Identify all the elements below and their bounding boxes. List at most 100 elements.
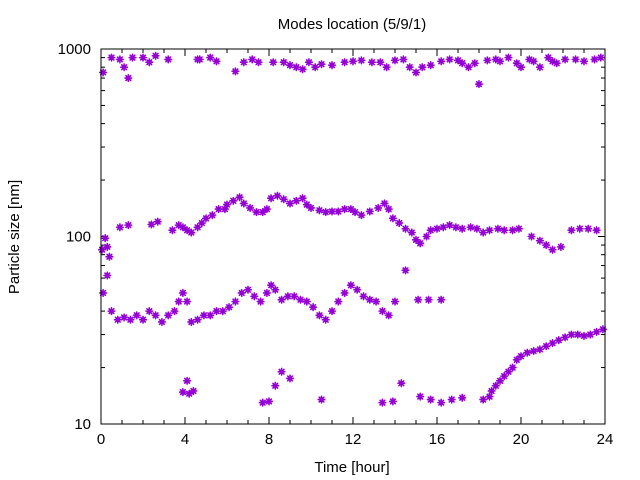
data-point: [113, 315, 122, 324]
data-point: [554, 336, 563, 345]
data-point: [340, 205, 349, 214]
y-tick-label: 100: [66, 229, 91, 246]
data-point: [229, 196, 238, 205]
data-point: [586, 330, 595, 339]
data-point: [103, 242, 112, 252]
data-point: [451, 223, 460, 232]
data-point: [269, 58, 278, 67]
data-point: [411, 68, 421, 77]
data-point: [535, 63, 544, 72]
data-point: [138, 315, 148, 324]
data-point: [103, 271, 112, 280]
data-point: [302, 297, 311, 306]
data-point: [225, 303, 234, 312]
data-point: [178, 288, 187, 298]
data-point: [447, 395, 456, 404]
data-point: [411, 235, 421, 244]
data-point: [483, 56, 492, 65]
data-point: [495, 376, 505, 385]
data-point: [164, 311, 173, 320]
data-point: [292, 63, 301, 72]
data-point: [584, 224, 593, 233]
data-point: [334, 207, 343, 216]
data-point: [311, 63, 320, 72]
data-point: [168, 226, 177, 235]
data-point: [548, 245, 557, 254]
data-point: [346, 281, 355, 290]
data-point: [348, 57, 358, 66]
data-point: [271, 285, 280, 294]
data-point: [187, 228, 196, 237]
data-point: [573, 330, 582, 339]
data-point: [592, 226, 601, 235]
data-point: [317, 60, 326, 69]
data-point: [317, 395, 326, 404]
x-tick-label: 16: [429, 431, 446, 448]
data-point: [495, 57, 505, 66]
data-point: [472, 224, 481, 233]
data-point: [359, 292, 368, 301]
data-point: [279, 58, 288, 67]
data-point: [590, 55, 599, 64]
data-point: [437, 398, 446, 407]
data-point: [426, 226, 435, 235]
data-point: [128, 53, 137, 62]
data-point: [277, 367, 286, 376]
data-point: [285, 199, 295, 208]
axis-ticks: 0 4 8 12 16 20 24 10 100 1000: [58, 41, 614, 448]
data-point: [208, 211, 217, 220]
data-point: [206, 311, 215, 320]
data-point: [567, 226, 576, 235]
data-point: [346, 205, 355, 214]
data-point: [374, 203, 383, 213]
data-point: [529, 57, 538, 66]
data-point: [248, 55, 257, 64]
data-point: [464, 63, 473, 72]
data-point: [218, 307, 227, 316]
data-point: [504, 53, 513, 62]
x-tick-label: 20: [513, 431, 530, 448]
data-point: [376, 58, 385, 67]
data-point: [516, 63, 526, 72]
data-point: [183, 297, 192, 306]
data-point: [453, 56, 463, 65]
data-point: [243, 285, 253, 294]
chart-title: Modes location (5/9/1): [278, 16, 426, 33]
data-point: [252, 207, 261, 217]
data-point: [279, 195, 288, 204]
x-axis-label: Time [hour]: [314, 459, 389, 476]
x-tick-label: 0: [97, 431, 105, 448]
data-point: [262, 205, 271, 214]
data-point: [365, 207, 374, 216]
data-point: [178, 223, 187, 232]
y-tick-label: 1000: [58, 41, 91, 58]
data-point: [262, 288, 271, 298]
data-point: [246, 203, 255, 213]
data-point: [535, 345, 544, 354]
data-point: [395, 218, 404, 228]
data-point: [401, 266, 410, 275]
data-point: [542, 342, 551, 351]
data-point: [164, 55, 173, 64]
data-point: [378, 307, 387, 316]
data-point: [170, 307, 179, 316]
data-point: [548, 339, 557, 348]
data-point: [277, 295, 286, 304]
data-point: [340, 288, 349, 298]
data-point: [231, 67, 240, 76]
data-point: [487, 386, 496, 396]
data-point: [195, 55, 204, 64]
data-point: [548, 57, 557, 66]
data-point: [145, 58, 154, 67]
data-point: [508, 226, 517, 235]
data-point: [222, 200, 232, 209]
data-point: [500, 372, 509, 381]
data-point: [525, 55, 534, 64]
data-point: [561, 333, 570, 342]
data-point: [99, 288, 108, 298]
data-point: [258, 398, 267, 407]
data-point: [315, 206, 324, 215]
data-point: [567, 330, 576, 339]
data-point: [437, 57, 446, 66]
data-point: [283, 292, 292, 301]
